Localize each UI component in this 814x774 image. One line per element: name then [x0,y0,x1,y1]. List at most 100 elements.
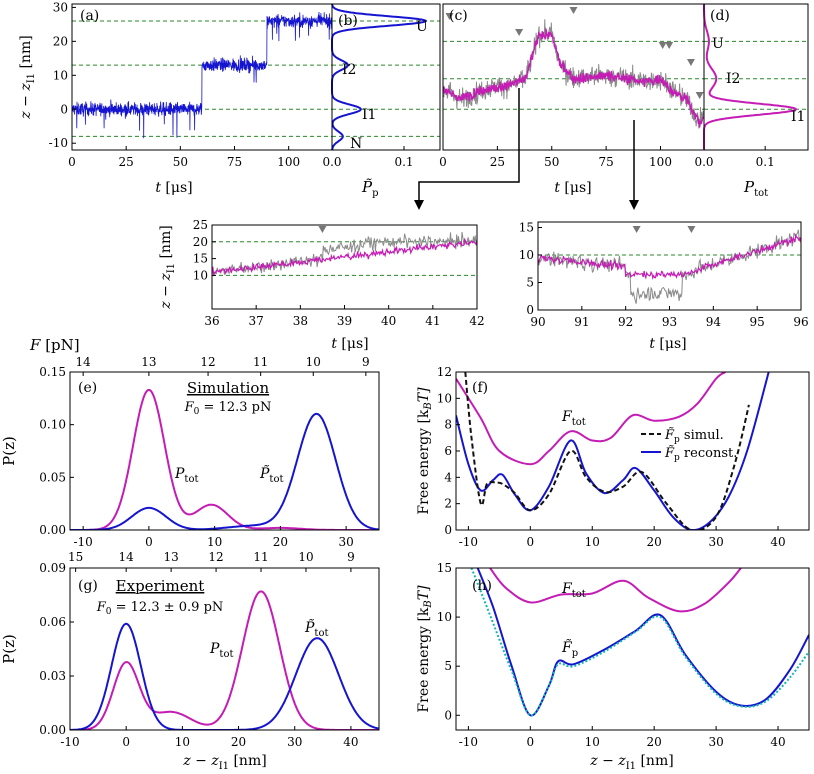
ticks-c: 0 25 50 75 100 [439,146,672,169]
x-tick-label-c: 50 [544,155,559,169]
series-fp-h [476,568,809,717]
curve-label-ftot-f: Ftot [561,409,586,428]
panel-label-h: (h) [472,578,492,594]
y-tick-label-e: 0.05 [39,470,66,484]
y-tick-label-e: 0.15 [39,365,66,379]
markers-zoom-2 [632,226,696,233]
series-reconstructed-zoom-2 [538,233,801,280]
top-tick-label-g: 11 [253,550,268,564]
panel-label-f: (f) [472,380,488,396]
x-tick-label-z2: 94 [706,315,722,329]
y-tick-label-f: 4 [444,470,452,484]
x-axis-label-b: P̃p [361,178,379,199]
top-tick-label-g: 9 [347,550,355,564]
y-axis-label-f: Free energy [kBT] [416,387,434,515]
x-tick-label-h: 30 [708,735,723,749]
y-tick-label-e: 0.10 [39,418,66,432]
x-tick-label-f: 10 [585,535,600,549]
series-simulated-c [443,19,704,129]
zoom-arrow-1 [418,88,520,204]
x-tick-label-h: 0 [526,735,534,749]
state-label-I1-d: I1 [791,109,805,125]
title-g: Experiment [116,577,205,595]
x-axis-label-h: z − zI1 [nm] [589,753,673,770]
x-tick-label-z1: 42 [469,314,484,328]
zoom-arrowhead-1 [414,200,424,210]
x-tick-label-d: 0.1 [756,155,775,169]
panel-h: -10 0 10 20 30 40 0 5 10 15 (h) Ftot F̃p Free ene… [416,561,810,772]
axes-h [455,567,810,731]
axes-e [69,371,380,531]
top-tick-label-e: 11 [253,355,268,369]
panel-label-g: (g) [78,578,98,594]
x-tick-label-h: 40 [770,735,785,749]
axes-f [455,371,810,531]
x-tick-label-a: 50 [173,155,188,169]
markers-c [445,7,704,99]
y-tick-label-h: 0 [444,708,452,722]
top-tick-label-g: 13 [163,550,178,564]
top-tick-label-e: 14 [76,355,92,369]
x-tick-label-f: -10 [459,535,478,549]
x-tick-label-g: 10 [175,735,190,749]
reference-lines-zoom-1 [212,241,477,276]
x-tick-label-h: -10 [459,735,478,749]
x-tick-label-a: 75 [227,155,242,169]
curve-label-ptot-e: Ptot [174,466,198,485]
top-axis-label-e: F [pN] [29,336,80,354]
x-axis-label-c: t [μs] [554,180,591,196]
x-tick-label-e: 20 [273,535,288,549]
y-tick-label-g: 0.03 [39,669,66,683]
reference-lines-b [332,20,440,137]
legend-f: F̃p simul. F̃p reconst. [641,427,737,463]
top-tick-label-g: 12 [208,550,223,564]
x-tick-label-z2: 93 [662,315,677,329]
series-ptilde-tot-g [70,622,379,730]
series-fp-reconst-f [456,372,770,530]
state-label-U-d: U [712,36,724,52]
panel-f: -10 0 10 20 30 40 0 2 4 6 8 10 12 (f) Ftot F̃p simul… [416,365,810,549]
y-axis-label-g: P(z) [0,634,18,664]
x-tick-label-a: 100 [277,155,300,169]
axes-g [69,567,380,731]
y-tick-label-e: 0.00 [39,523,66,537]
subtitle-g: F0 = 12.3 ± 0.9 pN [96,600,224,617]
top-tick-label-e: 9 [362,355,370,369]
ticks-b: 0.0 0.1 [322,146,414,169]
panel-label-e: (e) [78,380,97,396]
panel-e: -10 0 10 20 30 0.00 0.05 0.10 0.15 14 13 12 11 10 9 F … [0,336,380,549]
ticks-f: -10 0 10 20 30 40 0 2 4 6 8 10 12 [437,365,786,549]
y-tick-label-g: 0.09 [39,561,66,575]
x-axis-label-zoom-2: t [μs] [649,336,686,352]
legend-label-simul: F̃p simul. [664,427,724,445]
panel-zoom-2: 90 91 92 93 94 95 96 0 5 10 15 t [μs] t [μs] [331,221,808,353]
panel-label-b: (b) [338,13,358,29]
ticks-d: 0.0 0.1 [694,146,775,169]
x-axis-label-g: z − zI1 [nm] [182,753,266,770]
y-tick-label-a: 20 [53,34,68,48]
y-axis-label-a: z − zI1 [nm] [18,35,37,119]
marker-z1 [318,226,327,233]
series-ptot-d [703,4,798,150]
y-tick-label-z1: 15 [193,252,208,266]
y-tick-label-a: -10 [49,136,68,150]
y-axis-label-h: Free energy [kBT] [416,585,434,713]
x-tick-label-z2: 96 [793,315,808,329]
x-tick-label-c: 0 [439,155,447,169]
x-tick-label-g: 30 [287,735,302,749]
y-tick-label-z2: 15 [519,221,534,235]
series-ftot-h [489,568,742,613]
x-tick-label-c: 25 [490,155,505,169]
y-tick-label-f: 12 [437,365,452,379]
ticks-e: -10 0 10 20 30 0.00 0.05 0.10 0.15 14 13 12 11 10 9 [39,355,369,549]
x-tick-label-h: 10 [585,735,600,749]
state-label-I2-d: I2 [726,71,740,87]
x-axis-label-a: t [μs] [155,180,192,196]
marker-c [515,29,524,36]
legend-label-reconst: F̃p reconst. [664,445,737,463]
y-axis-label-e: P(z) [0,436,18,466]
curve-label-ftot-h: Ftot [561,581,586,600]
